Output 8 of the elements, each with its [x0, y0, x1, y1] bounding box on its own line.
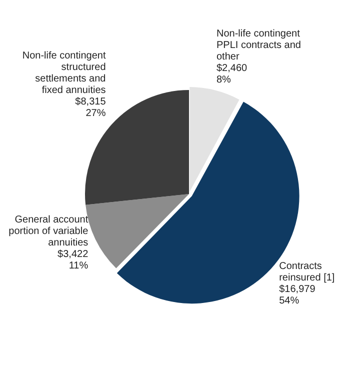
data-label: $16,979 54%: [279, 284, 316, 307]
slice-label: Non-life contingent structured settlements and fixed annuities: [22, 50, 106, 96]
slice-label: Non-life contingent PPLI contracts and other: [216, 28, 301, 62]
slice-label: General account portion of variable annuities: [8, 214, 89, 248]
slice-label: Contracts reinsured [1]: [279, 261, 335, 284]
data-label: $8,315 27%: [75, 96, 106, 120]
data-label: $3,422 11%: [58, 248, 89, 272]
data-label: $2,460 8%: [216, 62, 248, 86]
